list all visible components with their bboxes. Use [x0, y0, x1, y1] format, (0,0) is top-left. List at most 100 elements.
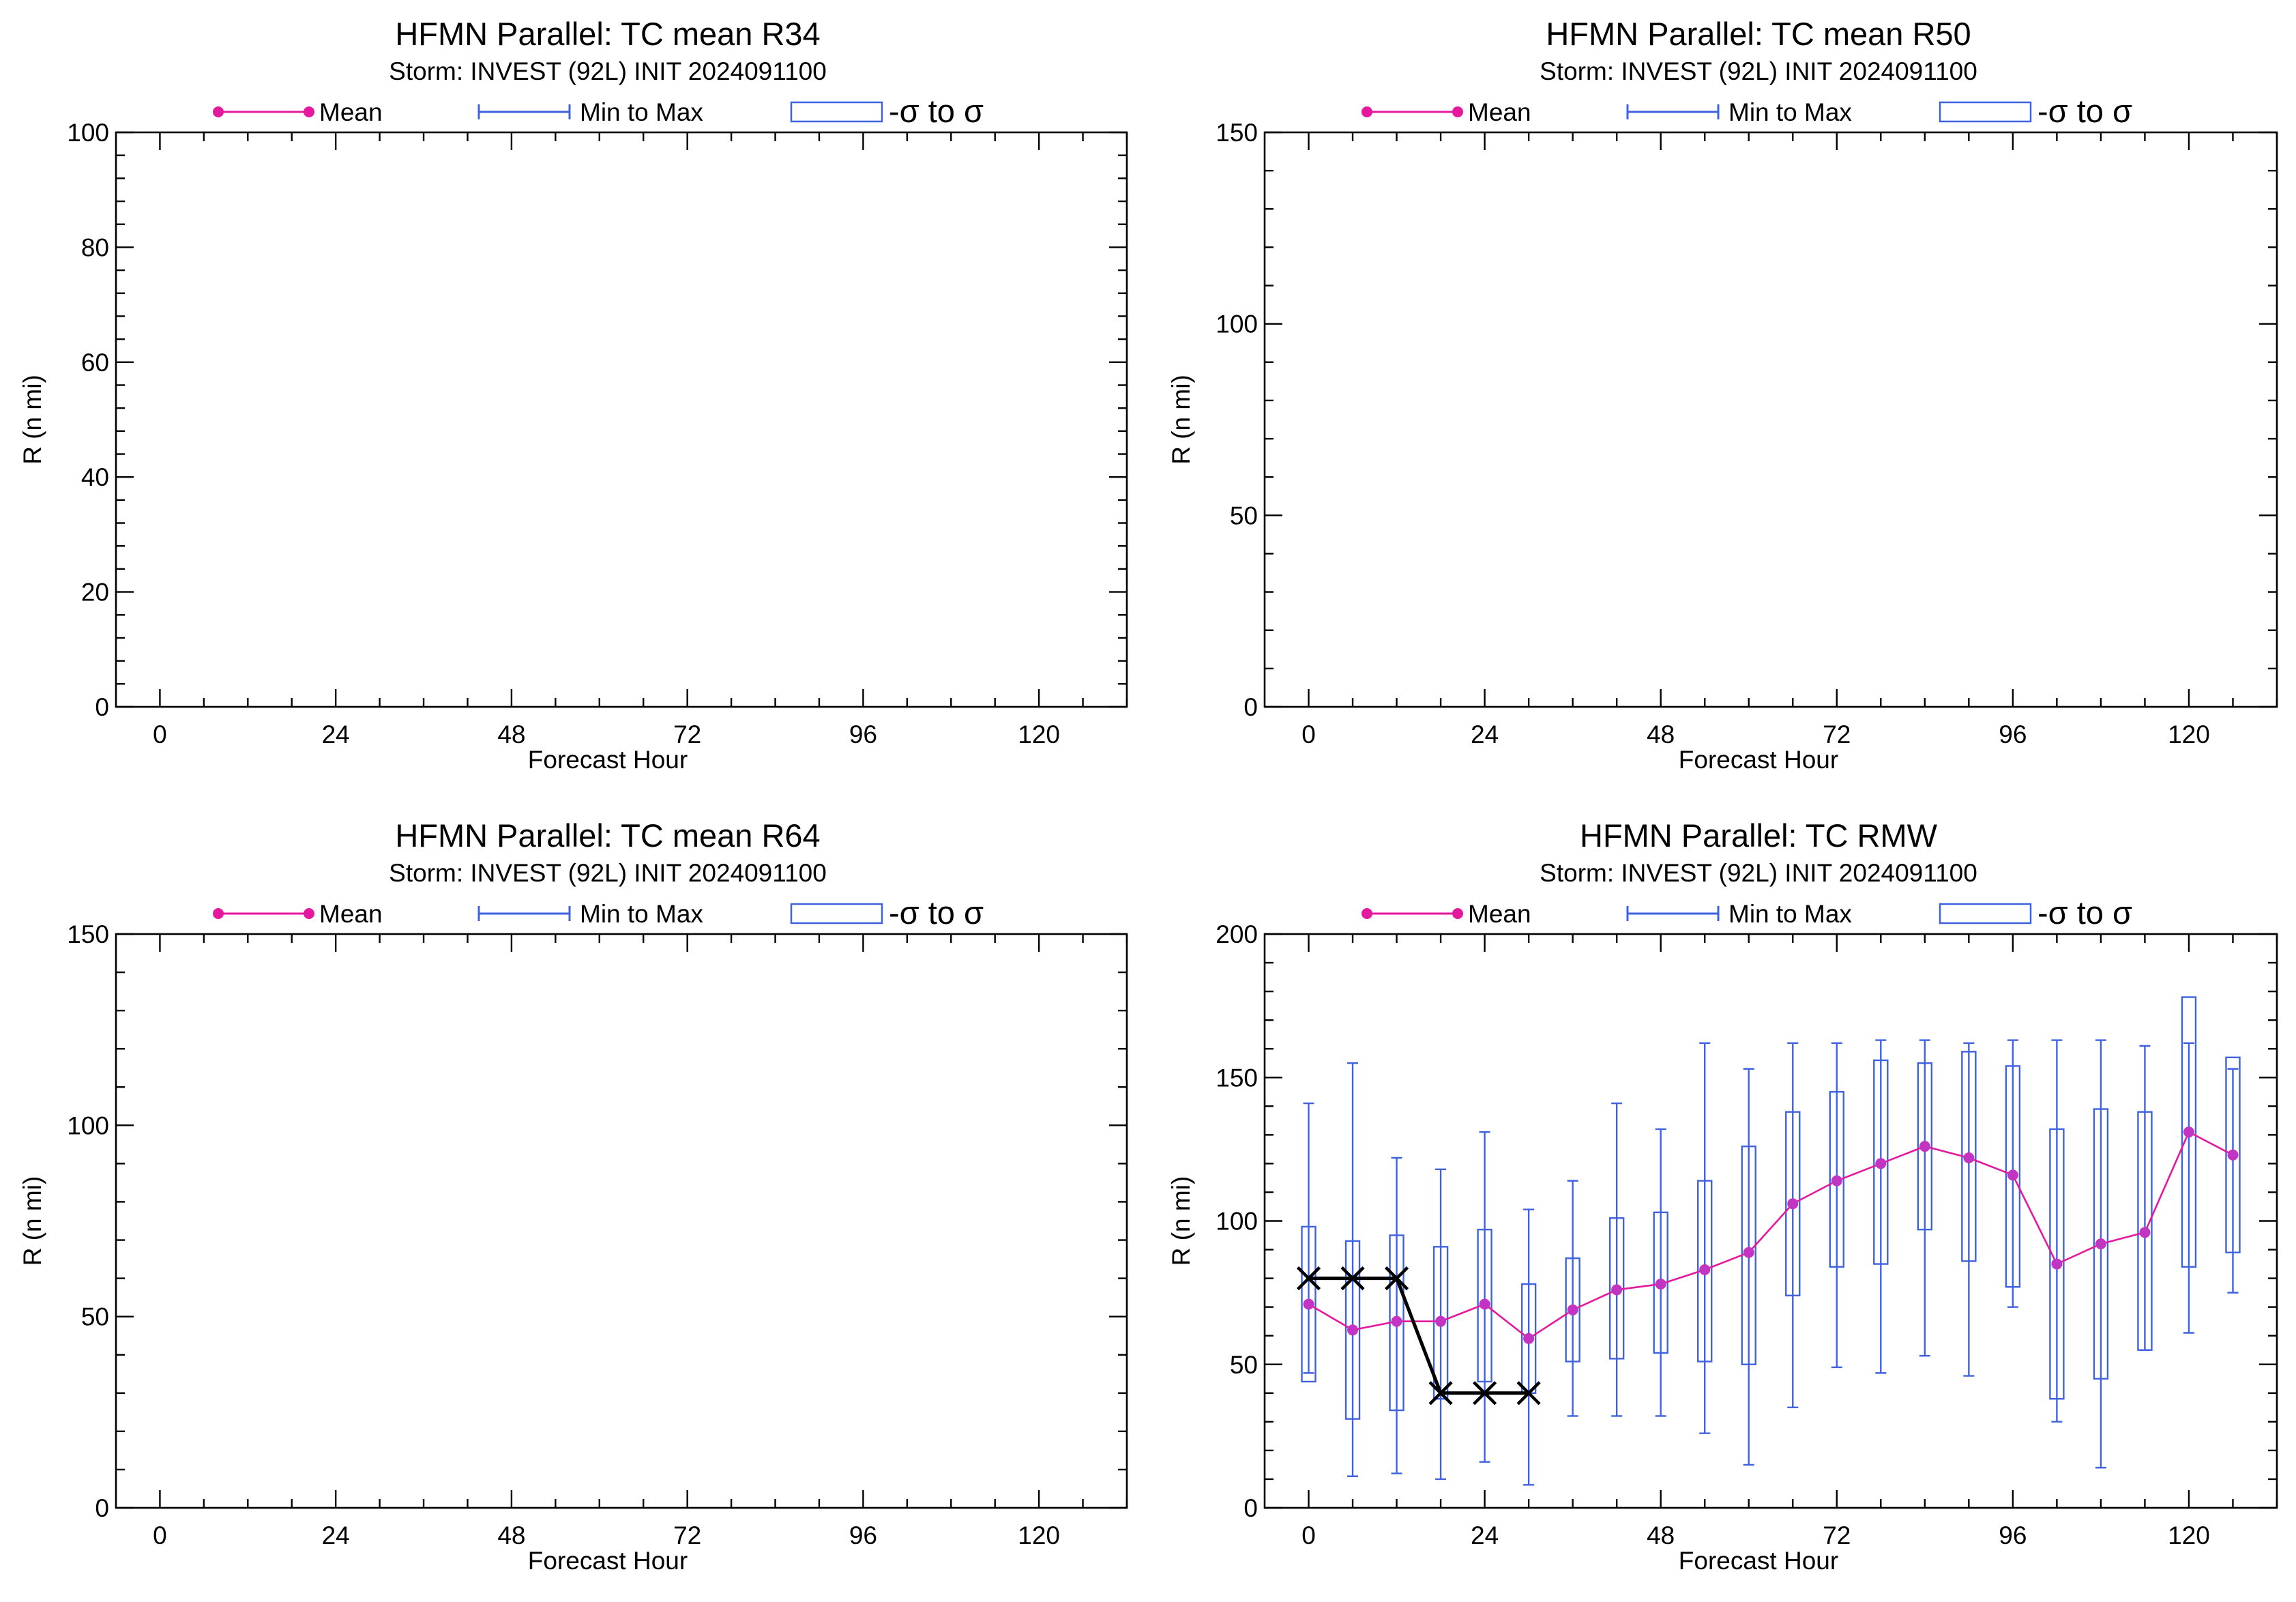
y-tick-label: 20 — [81, 579, 109, 607]
x-tick-label: 96 — [1999, 720, 2027, 748]
x-axis-label: Forecast Hour — [1679, 746, 1838, 774]
y-axis-label: R (n mi) — [1167, 375, 1195, 465]
mean-line — [1308, 1131, 2234, 1340]
plot-frame — [1263, 131, 2278, 708]
y-tick-label: 100 — [67, 119, 109, 147]
mean-point — [1391, 1315, 1402, 1327]
mean-point — [1963, 1152, 1975, 1163]
legend-minmax-label: Min to Max — [580, 98, 703, 126]
legend-mean-marker — [1452, 908, 1463, 919]
x-tick-label: 72 — [1823, 1521, 1851, 1549]
x-tick-label: 48 — [497, 720, 525, 748]
plot-frame — [1263, 933, 2278, 1509]
mean-point — [1611, 1284, 1623, 1296]
chart-panel-2: HFMN Parallel: TC mean R50 Storm: INVEST … — [1167, 16, 2278, 774]
y-tick-label: 150 — [67, 920, 109, 948]
mean-point — [1875, 1158, 1887, 1169]
x-tick-label: 24 — [322, 720, 350, 748]
legend-sigma-box — [1939, 903, 2032, 924]
legend-mean-label: Mean — [1468, 98, 1531, 126]
y-tick-label: 0 — [1243, 1494, 1258, 1522]
y-tick-label: 200 — [1216, 920, 1258, 948]
legend-sigma-box — [790, 101, 883, 123]
x-tick-label: 0 — [1301, 720, 1316, 748]
sigma-box — [2005, 1065, 2021, 1288]
legend-sigma-label: -σ to σ — [2037, 894, 2132, 931]
legend-sigma-box — [790, 903, 883, 924]
mean-point — [1655, 1279, 1666, 1290]
chart-title: HFMN Parallel: TC mean R34 — [395, 16, 820, 52]
legend-mean-label: Mean — [1468, 900, 1531, 928]
x-tick-label: 120 — [1018, 720, 1060, 748]
legend: Mean Min to Max -σ to σ — [1362, 894, 2132, 931]
chart-subtitle: Storm: INVEST (92L) INIT 2024091100 — [1540, 57, 1977, 85]
legend: Mean Min to Max -σ to σ — [1362, 93, 2132, 129]
sigma-box — [1565, 1257, 1580, 1363]
y-tick-label: 150 — [1216, 119, 1258, 147]
sigma-box — [1301, 1225, 1316, 1383]
mean-point — [1699, 1264, 1711, 1275]
y-tick-label: 100 — [1216, 1208, 1258, 1236]
y-tick-label: 60 — [81, 349, 109, 377]
sigma-box — [1917, 1062, 1933, 1231]
sigma-box — [1477, 1228, 1492, 1383]
legend-mean-label: Mean — [319, 900, 383, 928]
mean-point — [1479, 1298, 1490, 1310]
chart-subtitle: Storm: INVEST (92L) INIT 2024091100 — [1540, 859, 1977, 887]
legend: Mean Min to Max -σ to σ — [213, 894, 984, 931]
y-tick-label: 80 — [81, 233, 109, 261]
plot-frame — [115, 933, 1128, 1509]
best-track-marker — [1296, 1266, 1321, 1291]
legend-mean-marker — [1452, 106, 1463, 117]
sigma-box — [2049, 1128, 2065, 1400]
mean-point — [1523, 1332, 1535, 1344]
legend-mean-marker — [304, 908, 314, 919]
sigma-box — [2225, 1056, 2241, 1253]
mean-point — [2183, 1126, 2194, 1138]
x-tick-label: 72 — [673, 720, 701, 748]
mean-point — [1831, 1175, 1842, 1186]
x-tick-label: 48 — [1647, 1521, 1675, 1549]
mean-point — [1435, 1315, 1447, 1327]
best-track-marker — [1516, 1381, 1541, 1406]
legend-minmax-label: Min to Max — [1728, 98, 1852, 126]
chart-title: HFMN Parallel: TC mean R50 — [1546, 16, 1971, 52]
chart-title: HFMN Parallel: TC RMW — [1580, 817, 1938, 854]
sigma-box — [1432, 1246, 1449, 1400]
x-tick-label: 24 — [322, 1521, 350, 1549]
data-layer — [1296, 996, 2241, 1486]
x-tick-label: 24 — [1471, 1521, 1499, 1549]
x-tick-label: 96 — [849, 720, 877, 748]
legend-mean-marker — [1362, 908, 1372, 919]
sigma-box — [2181, 996, 2197, 1268]
y-tick-label: 150 — [1216, 1064, 1258, 1092]
mean-point — [1303, 1298, 1314, 1310]
chart-panel-3: HFMN Parallel: TC mean R64 Storm: INVEST … — [18, 817, 1128, 1575]
x-tick-label: 72 — [673, 1521, 701, 1549]
sigma-box — [2137, 1111, 2153, 1351]
sigma-box — [2093, 1108, 2109, 1380]
mean-point — [2227, 1149, 2239, 1161]
mean-point — [2007, 1169, 2018, 1181]
chart-subtitle: Storm: INVEST (92L) INIT 2024091100 — [389, 57, 827, 85]
x-tick-label: 24 — [1471, 720, 1499, 748]
sigma-box — [1873, 1059, 1889, 1265]
y-tick-label: 100 — [67, 1111, 109, 1139]
mean-point — [1787, 1198, 1799, 1210]
legend-sigma-label: -σ to σ — [889, 93, 984, 129]
legend-minmax-label: Min to Max — [1728, 900, 1852, 928]
x-tick-label: 0 — [153, 720, 167, 748]
y-tick-label: 0 — [95, 1494, 109, 1522]
sigma-box — [1829, 1091, 1844, 1268]
y-tick-label: 50 — [1230, 1351, 1258, 1379]
mean-point — [2051, 1258, 2063, 1270]
sigma-box — [1344, 1240, 1361, 1420]
plot-frame — [115, 131, 1128, 708]
x-tick-label: 0 — [1301, 1521, 1316, 1549]
legend-mean-marker — [213, 106, 224, 117]
chart-panel-4: HFMN Parallel: TC RMW Storm: INVEST (92L)… — [1167, 817, 2278, 1575]
chart-title: HFMN Parallel: TC mean R64 — [395, 817, 820, 854]
legend-sigma-box — [1939, 101, 2032, 123]
chart-subtitle: Storm: INVEST (92L) INIT 2024091100 — [389, 859, 827, 887]
